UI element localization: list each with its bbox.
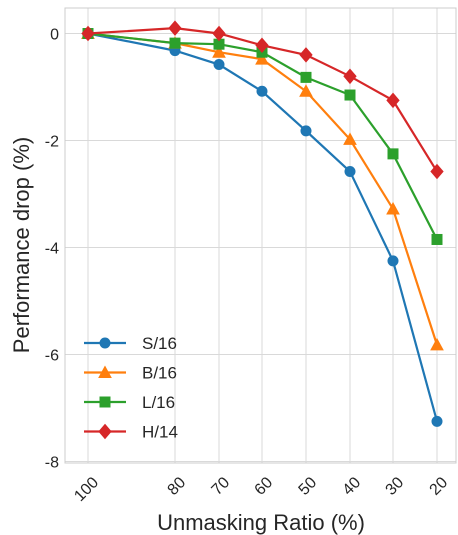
y-axis-title: Performance drop (%) [9,137,34,353]
x-tick-label: 70 [209,474,234,499]
data-point-s-16 [213,59,225,71]
x-tick-labels: 100 80 70 60 50 40 30 20 [71,474,451,505]
legend-item-h-14: H/14 [84,423,178,442]
data-point-h-14 [168,20,182,36]
data-point-b-16 [386,201,400,215]
data-point-b-16 [430,337,444,351]
y-tick-label: -2 [45,134,59,151]
data-point-s-16 [431,415,443,427]
x-tick-label: 30 [383,474,408,499]
series-layer [81,20,444,427]
data-point-l-16 [387,148,399,160]
data-point-s-16 [300,125,312,137]
y-tick-label: -8 [45,455,59,472]
legend-marker [98,365,112,378]
data-point-s-16 [256,85,268,97]
series-line-b-16 [87,32,439,346]
grid-lines [65,8,456,463]
x-tick-label: 80 [165,474,190,499]
data-point-h-14 [255,37,269,54]
legend-item-s-16: S/16 [84,334,177,353]
data-point-s-16 [344,166,356,178]
x-tick-label: 100 [71,474,102,505]
data-point-h-14 [212,25,226,42]
legend: S/16 B/16 L/16 H/14 [84,334,178,442]
data-point-b-16 [343,132,357,145]
y-tick-label: 0 [50,27,59,44]
legend-marker [99,396,111,408]
series-line-h-14 [87,27,438,173]
x-tick-label: 60 [252,474,277,499]
data-point-l-16 [169,37,181,49]
legend-label: S/16 [142,334,177,353]
legend-item-l-16: L/16 [84,393,175,412]
series-line-l-16 [87,32,438,240]
data-point-l-16 [431,233,443,245]
y-tick-label: -6 [45,348,59,365]
x-tick-label: 40 [340,474,365,499]
data-point-h-14 [299,47,313,63]
x-axis-title: Unmasking Ratio (%) [157,510,365,535]
data-point-b-16 [299,84,313,97]
x-tick-label: 20 [427,474,452,499]
y-tick-labels: 0 -2 -4 -6 -8 [45,27,59,472]
data-point-b-16 [255,52,269,65]
legend-label: B/16 [142,364,177,383]
data-point-h-14 [343,68,357,85]
data-point-s-16 [387,255,399,267]
plot-area-frame [64,7,457,464]
data-point-l-16 [344,89,356,101]
legend-item-b-16: B/16 [84,364,177,383]
legend-label: H/14 [142,423,178,442]
legend-marker [99,337,111,349]
data-point-h-14 [81,25,95,42]
legend-label: L/16 [142,393,175,412]
legend-marker [98,423,112,440]
data-point-b-16 [212,45,226,58]
data-point-h-14 [386,92,400,109]
x-tick-label: 50 [296,474,321,499]
data-point-h-14 [430,163,444,180]
series-line-s-16 [87,32,439,422]
data-point-l-16 [300,71,312,83]
y-tick-label: -4 [45,241,59,258]
series-h-14 [81,20,444,180]
